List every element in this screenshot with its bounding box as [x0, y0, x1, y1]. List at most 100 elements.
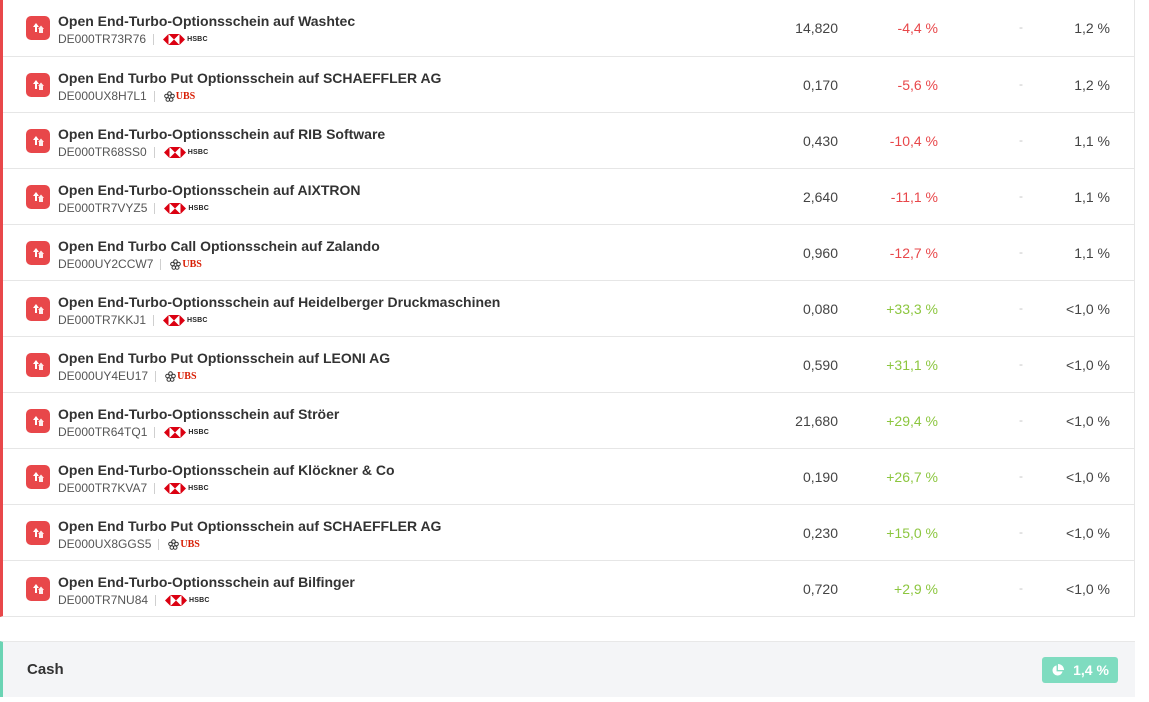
issuer-logo: UBS — [168, 538, 200, 550]
position-row[interactable]: Open End-Turbo-Optionsschein auf AIXTRON… — [3, 168, 1134, 224]
issuer-logo: HSBC — [165, 594, 210, 606]
position-sub: DE000TR7KKJ1 HSBC — [58, 313, 208, 327]
divider — [153, 314, 155, 326]
cash-row[interactable]: Cash 1,4 % — [0, 641, 1135, 697]
arrow-up-icon — [26, 577, 50, 601]
position-isin: DE000UY4EU17 — [58, 369, 149, 383]
ubs-keys-icon — [165, 370, 176, 382]
position-dash: - — [1019, 413, 1023, 427]
position-name[interactable]: Open End Turbo Call Optionsschein auf Za… — [58, 238, 380, 254]
position-dash: - — [1019, 245, 1023, 259]
position-name[interactable]: Open End-Turbo-Optionsschein auf Washtec — [58, 13, 356, 29]
position-name[interactable]: Open End-Turbo-Optionsschein auf Klöckne… — [58, 462, 395, 478]
hsbc-hexagon-icon — [163, 146, 186, 158]
position-sub: DE000TR64TQ1 HSBC — [58, 425, 209, 439]
position-row[interactable]: Open End-Turbo-Optionsschein auf RIB Sof… — [3, 112, 1134, 168]
position-name[interactable]: Open End-Turbo-Optionsschein auf AIXTRON — [58, 182, 361, 198]
arrow-up-icon — [26, 241, 50, 265]
position-performance: +31,1 % — [886, 357, 938, 373]
divider — [154, 426, 156, 438]
issuer-name: HSBC — [188, 428, 210, 436]
position-weight: 1,2 % — [1074, 20, 1110, 36]
position-performance: +26,7 % — [886, 469, 938, 485]
position-isin: DE000UY2CCW7 — [58, 257, 154, 271]
position-dash: - — [1019, 20, 1023, 34]
issuer-logo: HSBC — [164, 426, 210, 438]
issuer-name: HSBC — [188, 484, 209, 492]
position-row[interactable]: Open End-Turbo-Optionsschein auf Bilfing… — [3, 560, 1134, 616]
position-isin: DE000TR64TQ1 — [58, 425, 148, 439]
position-row[interactable]: Open End Turbo Put Optionsschein auf LEO… — [3, 336, 1134, 392]
position-dash: - — [1019, 133, 1023, 147]
position-weight: <1,0 % — [1066, 413, 1110, 429]
position-name[interactable]: Open End-Turbo-Optionsschein auf RIB Sof… — [58, 126, 386, 142]
position-sub: DE000UY4EU17 UBS — [58, 369, 197, 383]
issuer-logo: HSBC — [164, 202, 209, 214]
position-price: 0,080 — [802, 301, 838, 317]
position-weight: 1,1 % — [1074, 245, 1110, 261]
position-performance: -12,7 % — [889, 245, 938, 261]
positions-list: Open End-Turbo-Optionsschein auf Washtec… — [0, 0, 1135, 617]
position-row[interactable]: Open End Turbo Put Optionsschein auf SCH… — [3, 56, 1134, 112]
arrow-up-icon — [26, 465, 50, 489]
position-name[interactable]: Open End Turbo Put Optionsschein auf LEO… — [58, 350, 391, 366]
ubs-keys-icon — [168, 538, 180, 550]
position-performance: +29,4 % — [886, 413, 938, 429]
issuer-logo: HSBC — [163, 146, 209, 158]
position-name[interactable]: Open End Turbo Put Optionsschein auf SCH… — [58, 70, 442, 86]
position-weight: 1,1 % — [1074, 189, 1110, 205]
position-sub: DE000TR73R76 HSBC — [58, 32, 208, 46]
position-dash: - — [1019, 525, 1023, 539]
position-price: 14,820 — [795, 20, 838, 36]
position-weight: <1,0 % — [1066, 525, 1110, 541]
position-isin: DE000TR68SS0 — [58, 145, 147, 159]
hsbc-hexagon-icon — [165, 594, 188, 606]
position-name[interactable]: Open End-Turbo-Optionsschein auf Bilfing… — [58, 574, 355, 590]
position-price: 0,720 — [802, 581, 838, 597]
position-row[interactable]: Open End-Turbo-Optionsschein auf Ströer … — [3, 392, 1134, 448]
issuer-name: UBS — [182, 258, 202, 270]
issuer-name: HSBC — [187, 35, 208, 43]
position-isin: DE000TR7KKJ1 — [58, 313, 147, 327]
position-name[interactable]: Open End-Turbo-Optionsschein auf Heidelb… — [58, 294, 501, 310]
divider — [158, 538, 160, 550]
position-row[interactable]: Open End-Turbo-Optionsschein auf Heidelb… — [3, 280, 1134, 336]
position-row[interactable]: Open End-Turbo-Optionsschein auf Washtec… — [3, 0, 1134, 56]
divider — [155, 594, 157, 606]
issuer-name: UBS — [180, 538, 200, 550]
position-dash: - — [1019, 77, 1023, 91]
position-dash: - — [1019, 189, 1023, 203]
position-name[interactable]: Open End-Turbo-Optionsschein auf Ströer — [58, 406, 340, 422]
position-sub: DE000TR7NU84 HSBC — [58, 593, 210, 607]
arrow-up-icon — [26, 297, 50, 321]
position-row[interactable]: Open End-Turbo-Optionsschein auf Klöckne… — [3, 448, 1134, 504]
position-price: 2,640 — [802, 189, 838, 205]
position-price: 21,680 — [795, 413, 838, 429]
arrow-up-icon — [26, 16, 50, 40]
position-price: 0,190 — [802, 469, 838, 485]
arrow-up-icon — [26, 129, 50, 153]
position-performance: +2,9 % — [894, 581, 938, 597]
hsbc-hexagon-icon — [164, 202, 187, 214]
divider — [155, 370, 157, 382]
position-row[interactable]: Open End Turbo Put Optionsschein auf SCH… — [3, 504, 1134, 560]
issuer-logo: HSBC — [163, 314, 208, 326]
position-name[interactable]: Open End Turbo Put Optionsschein auf SCH… — [58, 518, 442, 534]
position-sub: DE000UX8H7L1 UBS — [58, 89, 195, 103]
position-row[interactable]: Open End Turbo Call Optionsschein auf Za… — [3, 224, 1134, 280]
position-isin: DE000TR73R76 — [58, 32, 147, 46]
ubs-keys-icon — [170, 258, 182, 270]
hsbc-hexagon-icon — [163, 314, 186, 326]
position-weight: <1,0 % — [1066, 357, 1110, 373]
position-sub: DE000UX8GGS5 UBS — [58, 537, 200, 551]
position-price: 0,170 — [802, 77, 838, 93]
hsbc-hexagon-icon — [164, 426, 187, 438]
position-price: 0,430 — [802, 133, 838, 149]
position-isin: DE000TR7NU84 — [58, 593, 149, 607]
position-performance: -4,4 % — [897, 20, 938, 36]
position-sub: DE000TR7VYZ5 HSBC — [58, 201, 209, 215]
arrow-up-icon — [26, 185, 50, 209]
arrow-up-icon — [26, 73, 50, 97]
divider — [153, 90, 155, 102]
cash-weight: 1,4 % — [1073, 662, 1109, 678]
